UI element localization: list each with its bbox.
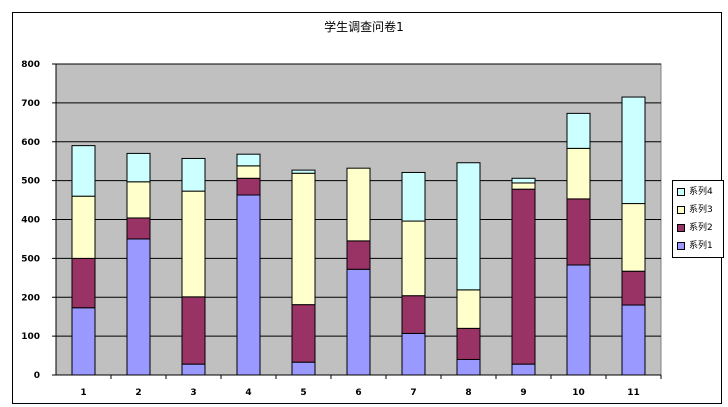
bar-segment-series-3 — [126, 181, 151, 219]
bar-segment-series-4 — [401, 171, 426, 222]
bar-segment-series-3 — [401, 220, 426, 297]
bar-segment-series-2 — [126, 217, 151, 240]
legend-swatch — [677, 224, 685, 232]
legend-item-series-1: 系列1 — [677, 239, 713, 253]
bar-segment-series-3 — [236, 165, 261, 179]
bar-segment-series-2 — [291, 304, 316, 363]
bar-segment-series-4 — [181, 157, 206, 192]
legend-item-series-4: 系列4 — [677, 185, 713, 199]
bar-segment-series-1 — [621, 304, 646, 376]
x-tick-label: 10 — [572, 388, 585, 398]
y-tick-label: 500 — [21, 177, 40, 187]
legend-swatch — [677, 188, 685, 196]
legend-label: 系列2 — [689, 223, 713, 233]
bar-segment-series-1 — [291, 361, 316, 376]
x-tick-label: 8 — [465, 388, 471, 398]
bar-segment-series-2 — [346, 240, 371, 270]
legend: 系列4 系列3 系列2 系列1 — [672, 180, 724, 258]
x-tick-label: 6 — [355, 388, 361, 398]
chart-title: 学生调查问卷1 — [324, 20, 404, 34]
y-tick-label: 600 — [21, 138, 40, 148]
x-tick-label: 7 — [410, 388, 416, 398]
y-tick-label: 0 — [34, 371, 40, 381]
bar-segment-series-2 — [456, 327, 481, 360]
bar-segment-series-1 — [456, 358, 481, 376]
bar-segment-series-1 — [71, 307, 96, 376]
y-tick-label: 200 — [21, 293, 40, 303]
y-tick-label: 100 — [21, 332, 40, 342]
bar-segment-series-4 — [71, 145, 96, 197]
bar-segment-series-2 — [71, 257, 96, 309]
bar-segment-series-2 — [401, 295, 426, 334]
bar-segment-series-2 — [181, 296, 206, 365]
bar-segment-series-1 — [181, 363, 206, 376]
legend-item-series-2: 系列2 — [677, 221, 713, 235]
bar-segment-series-1 — [566, 264, 591, 376]
bar-segment-series-1 — [511, 363, 536, 376]
bar-segment-series-4 — [291, 169, 316, 174]
x-tick-label: 2 — [135, 388, 141, 398]
x-tick-label: 5 — [300, 388, 306, 398]
bar-segment-series-3 — [511, 182, 536, 190]
bar-segment-series-3 — [181, 190, 206, 298]
legend-label: 系列4 — [689, 187, 713, 197]
bar-segment-series-4 — [511, 177, 536, 184]
bar-segment-series-2 — [566, 198, 591, 266]
bar-segment-series-2 — [511, 188, 536, 365]
bar-segment-series-1 — [401, 332, 426, 376]
y-tick-label: 500 — [21, 254, 40, 264]
bar-segment-series-4 — [236, 153, 261, 167]
x-tick-label: 4 — [245, 388, 251, 398]
y-tick-label: 400 — [21, 216, 40, 226]
x-tick-label: 9 — [520, 388, 526, 398]
bar-segment-series-3 — [456, 289, 481, 329]
bar-segment-series-3 — [621, 203, 646, 272]
legend-item-series-3: 系列3 — [677, 203, 713, 217]
bar-segment-series-4 — [621, 96, 646, 205]
x-tick-label: 3 — [190, 388, 196, 398]
y-tick-label: 700 — [21, 99, 40, 109]
bar-segment-series-3 — [71, 195, 96, 259]
y-tick-label: 800 — [21, 60, 40, 70]
bar-segment-series-4 — [126, 152, 151, 183]
bar-segment-series-4 — [456, 162, 481, 291]
bar-segment-series-4 — [566, 112, 591, 149]
x-tick-label: 1 — [80, 388, 86, 398]
bar-segment-series-2 — [236, 177, 261, 196]
bar-segment-series-1 — [236, 194, 261, 376]
legend-swatch — [677, 206, 685, 214]
legend-swatch — [677, 242, 685, 250]
bar-segment-series-1 — [346, 268, 371, 376]
top-strip — [0, 0, 728, 8]
x-tick-label: 11 — [627, 388, 640, 398]
bar-segment-series-3 — [346, 167, 371, 242]
bar-segment-series-2 — [621, 270, 646, 306]
bar-segment-series-3 — [566, 147, 591, 200]
legend-label: 系列3 — [689, 205, 713, 215]
bar-segment-series-3 — [291, 172, 316, 306]
bar-segment-series-1 — [126, 238, 151, 376]
legend-label: 系列1 — [689, 241, 713, 251]
